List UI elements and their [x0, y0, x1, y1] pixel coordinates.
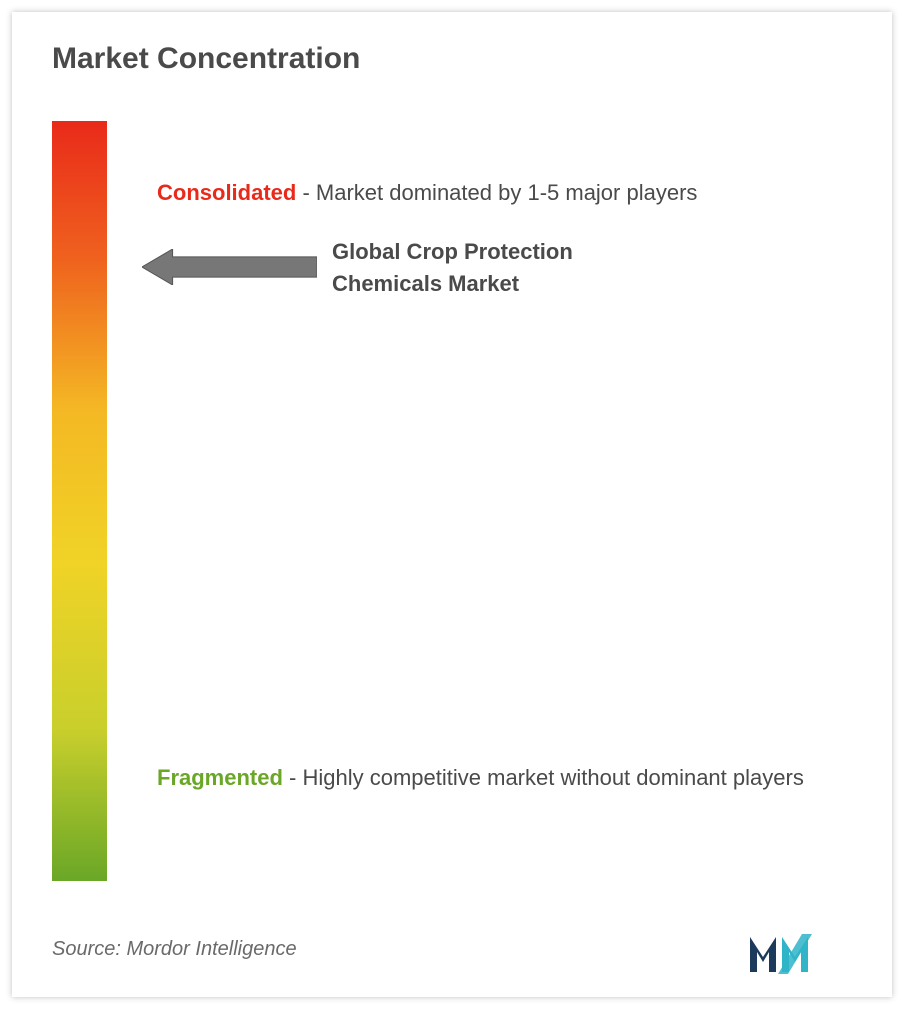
- footer: Source: Mordor Intelligence: [52, 922, 852, 977]
- fragmented-label: Fragmented - Highly competitive market w…: [157, 761, 804, 794]
- page-title: Market Concentration: [52, 42, 852, 76]
- pointer-arrow: [142, 249, 317, 290]
- fragmented-desc: - Highly competitive market without domi…: [289, 765, 804, 790]
- infographic-container: Market Concentration Consolidated - Mark…: [12, 12, 892, 997]
- consolidated-key: Consolidated: [157, 180, 296, 205]
- consolidated-desc: - Market dominated by 1-5 major players: [302, 180, 697, 205]
- concentration-gradient-bar: [52, 121, 107, 881]
- market-name: Global Crop Protection Chemicals Market: [332, 236, 573, 300]
- fragmented-key: Fragmented: [157, 765, 283, 790]
- content-area: Consolidated - Market dominated by 1-5 m…: [52, 121, 852, 881]
- market-name-line2: Chemicals Market: [332, 268, 573, 300]
- source-text: Source: Mordor Intelligence: [52, 938, 297, 961]
- market-name-line1: Global Crop Protection: [332, 236, 573, 268]
- consolidated-label: Consolidated - Market dominated by 1-5 m…: [157, 176, 697, 209]
- logo-icon: [742, 922, 852, 977]
- brand-logo: [742, 922, 852, 977]
